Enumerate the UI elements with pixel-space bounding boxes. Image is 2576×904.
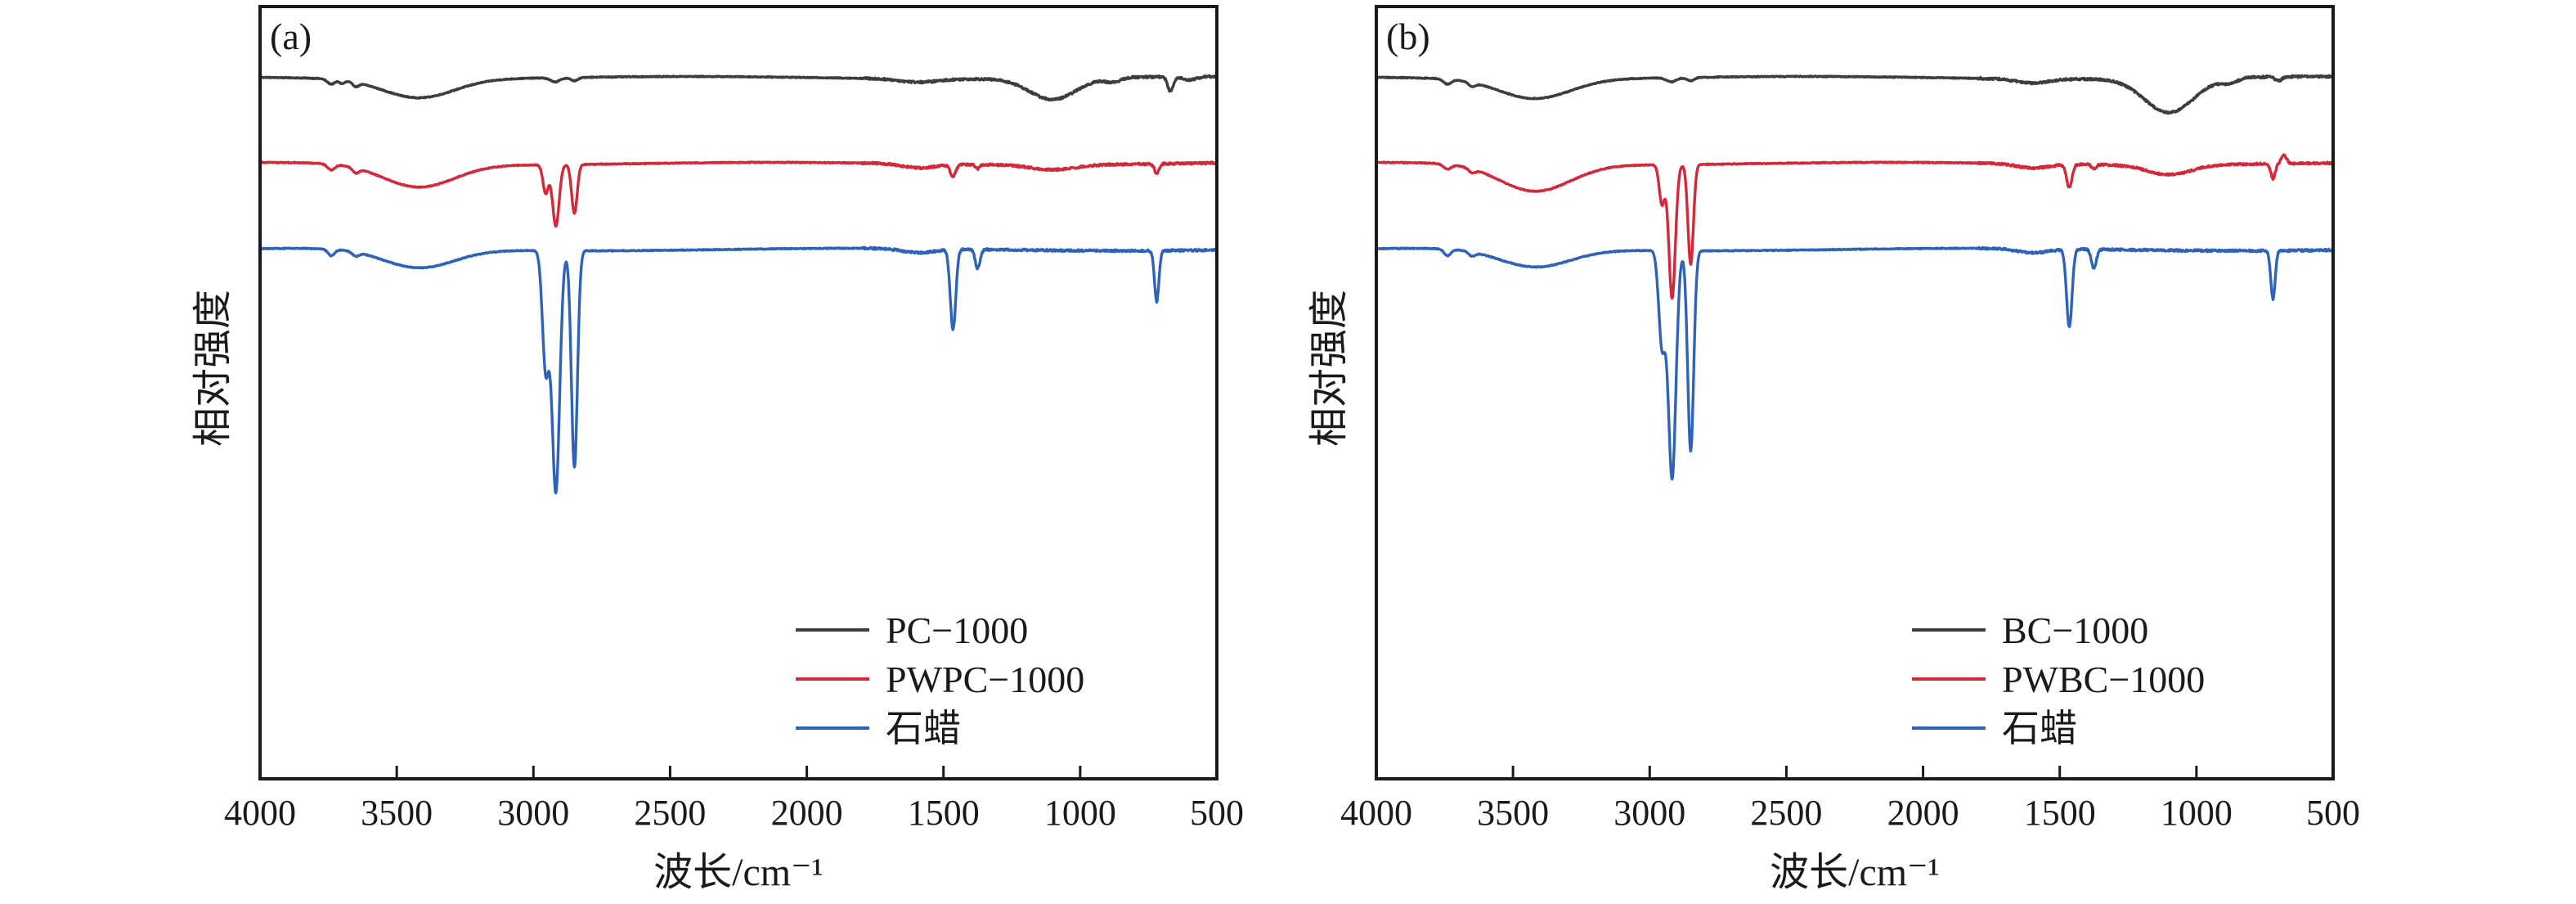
x-tick-label: 1500 bbox=[2024, 793, 2096, 833]
legend: BC−1000 PWBC−1000 石蜡 bbox=[1912, 609, 2205, 749]
series-line-2 bbox=[260, 160, 1217, 228]
x-tick-label: 2000 bbox=[1887, 793, 1959, 833]
x-tick-label: 1000 bbox=[2161, 793, 2233, 833]
series-line-3 bbox=[1376, 245, 2333, 481]
series-line-1 bbox=[260, 74, 1217, 102]
x-axis-ticks: 4000 3500 3000 2500 2000 1500 1000 500 bbox=[224, 766, 1244, 833]
legend-label: PWPC−1000 bbox=[886, 659, 1084, 700]
x-tick-label: 2500 bbox=[634, 793, 706, 833]
panel-label: (b) bbox=[1386, 16, 1430, 57]
x-tick-label: 2500 bbox=[1750, 793, 1822, 833]
x-axis-title: 波长/cm⁻¹ bbox=[653, 851, 824, 894]
legend-label: PWBC−1000 bbox=[2002, 659, 2205, 700]
x-axis-title: 波长/cm⁻¹ bbox=[1770, 851, 1940, 894]
y-axis-title: 相对强度 bbox=[1308, 290, 1351, 447]
series-line-2 bbox=[1376, 153, 2333, 300]
legend-label: PC−1000 bbox=[886, 609, 1028, 651]
x-tick-label: 3000 bbox=[1613, 793, 1685, 833]
x-tick-label: 4000 bbox=[1340, 793, 1412, 833]
x-tick-label: 3500 bbox=[361, 793, 433, 833]
x-tick-label: 1500 bbox=[908, 793, 980, 833]
y-axis-title: 相对强度 bbox=[191, 290, 235, 447]
x-tick-label: 2000 bbox=[771, 793, 843, 833]
x-tick-label: 500 bbox=[1190, 793, 1244, 833]
legend-label: BC−1000 bbox=[2002, 609, 2148, 651]
legend-label: 石蜡 bbox=[886, 708, 961, 749]
legend-label: 石蜡 bbox=[2002, 708, 2077, 749]
series-group bbox=[1376, 74, 2333, 481]
x-tick-label: 1000 bbox=[1044, 793, 1116, 833]
series-group bbox=[260, 74, 1217, 495]
x-axis-ticks: 4000 3500 3000 2500 2000 1500 1000 500 bbox=[1340, 766, 2360, 833]
x-tick-label: 500 bbox=[2306, 793, 2360, 833]
panel-a: 4000 3500 3000 2500 2000 1500 1000 500 (a) 波长/cm⁻… bbox=[191, 5, 1244, 894]
x-tick-label: 3500 bbox=[1477, 793, 1549, 833]
x-tick-label: 3000 bbox=[497, 793, 569, 833]
plot-frame bbox=[1375, 5, 2335, 780]
series-line-1 bbox=[1376, 74, 2333, 115]
panel-label: (a) bbox=[270, 16, 312, 57]
panel-b: 4000 3500 3000 2500 2000 1500 1000 500 (b) 波长/cm⁻… bbox=[1308, 5, 2360, 894]
series-line-3 bbox=[260, 245, 1217, 495]
x-tick-label: 4000 bbox=[224, 793, 296, 833]
plot-frame bbox=[258, 5, 1218, 780]
legend: PC−1000 PWPC−1000 石蜡 bbox=[796, 609, 1084, 749]
